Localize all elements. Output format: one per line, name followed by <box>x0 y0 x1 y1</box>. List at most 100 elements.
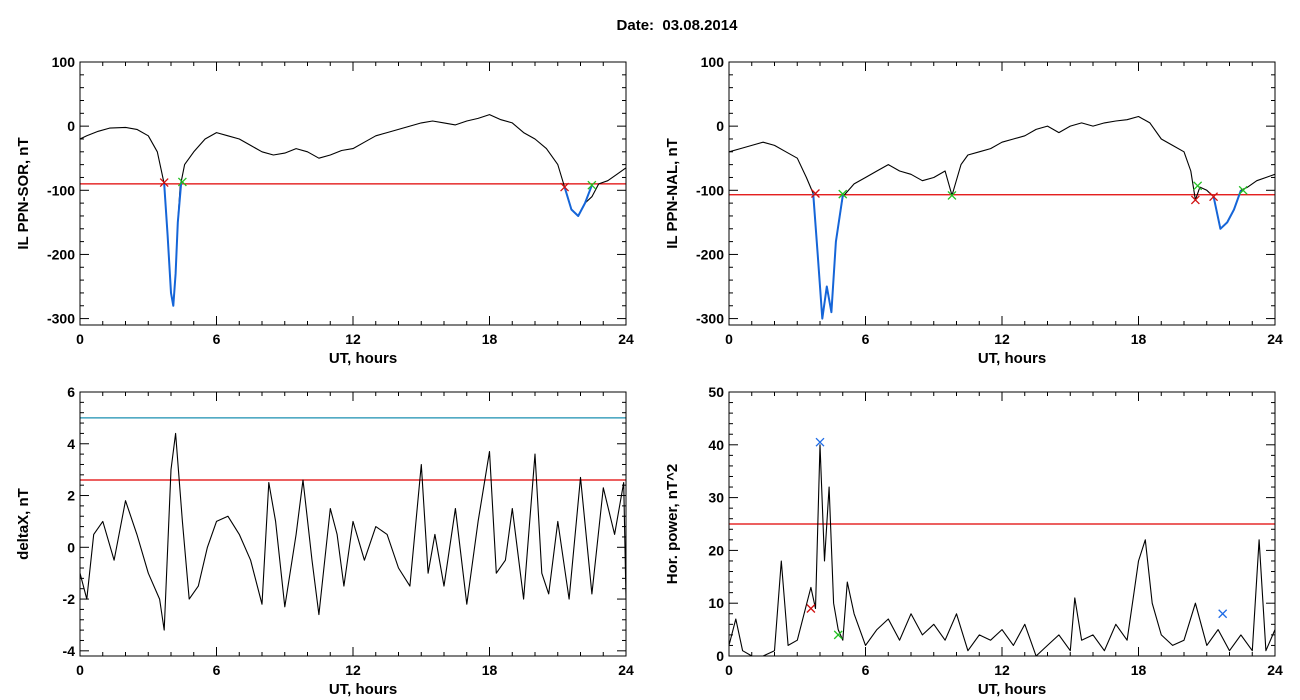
chart-panel-nal: 0 6 12 18 24 -300 -200 -100 0 100 UT, hours IL PPN-… <box>664 54 1283 367</box>
highlight-segment-2 <box>563 184 593 217</box>
y-tick-label: 4 <box>67 436 75 452</box>
y-axis-label: IL PPN-NAL, nT <box>664 138 681 249</box>
page-title: Date: 03.08.2014 <box>616 17 738 34</box>
x-tick-label: 12 <box>345 331 361 347</box>
y-tick-label: -300 <box>696 311 724 327</box>
highlight-segment-2 <box>1212 189 1242 230</box>
x-tick-label: 18 <box>1131 331 1147 347</box>
event-marker-peak-4 <box>1218 609 1228 619</box>
event-marker-end-7 <box>1238 185 1248 195</box>
y-tick-label: 50 <box>708 384 724 400</box>
series-line-signal <box>80 432 626 631</box>
x-tick-label: 6 <box>213 331 221 347</box>
y-tick-label: 0 <box>67 539 75 555</box>
marker-stroke-b <box>815 437 825 447</box>
y-tick-label: 0 <box>67 118 75 134</box>
plot-frame <box>728 61 1276 326</box>
marker-stroke-b <box>1209 192 1219 202</box>
y-tick-label: 30 <box>708 490 724 506</box>
event-marker-end-4 <box>587 180 597 190</box>
y-tick-label: 0 <box>716 648 724 664</box>
marker-stroke-b <box>587 180 597 190</box>
highlight-segment-1 <box>163 182 183 307</box>
y-tick-label: 10 <box>708 595 724 611</box>
event-marker-end-2 <box>177 177 187 187</box>
x-tick-label: 18 <box>1131 662 1147 678</box>
event-marker-end-5 <box>1193 181 1203 191</box>
event-marker-start-1 <box>806 604 816 613</box>
series-line-signal <box>729 115 1275 320</box>
y-tick-label: 20 <box>708 542 724 558</box>
x-axis-label: UT, hours <box>329 350 397 367</box>
marker-stroke-b <box>1218 609 1228 619</box>
marker-stroke-b <box>177 177 187 187</box>
y-tick-label: 6 <box>67 384 75 400</box>
x-tick-label: 6 <box>862 662 870 678</box>
y-tick-label: 40 <box>708 437 724 453</box>
event-marker-start-4 <box>1190 195 1200 205</box>
marker-stroke-b <box>1190 195 1200 205</box>
marker-stroke-b <box>947 190 957 200</box>
series-group <box>80 432 626 631</box>
x-axis-label: UT, hours <box>329 681 397 698</box>
x-axis-label: UT, hours <box>978 350 1046 367</box>
x-tick-label: 12 <box>345 662 361 678</box>
event-marker-start-3 <box>560 182 570 192</box>
marker-stroke-b <box>806 604 816 613</box>
x-tick-label: 0 <box>76 662 84 678</box>
y-axis-label: deltaX, nT <box>15 488 32 560</box>
plot-frame <box>79 61 627 326</box>
event-marker-peak-2 <box>815 437 825 447</box>
x-tick-label: 6 <box>213 662 221 678</box>
y-tick-label: -200 <box>47 246 75 262</box>
marker-stroke-b <box>1193 181 1203 191</box>
x-tick-label: 24 <box>618 331 634 347</box>
chart-panel-hpower: 0 6 12 18 24 0 10 20 30 40 50 UT, hours Hor. power, … <box>664 384 1283 698</box>
y-tick-label: -4 <box>63 643 76 659</box>
y-tick-label: -300 <box>47 311 75 327</box>
marker-stroke-b <box>1238 185 1248 195</box>
chart-panel-sor: 0 6 12 18 24 -300 -200 -100 0 100 UT, hours IL PPN-… <box>15 54 634 367</box>
highlight-segment-1 <box>812 193 844 320</box>
y-axis-label: IL PPN-SOR, nT <box>15 137 32 249</box>
x-tick-label: 24 <box>618 662 634 678</box>
x-tick-label: 0 <box>76 331 84 347</box>
y-tick-label: -100 <box>696 182 724 198</box>
y-tick-label: -100 <box>47 182 75 198</box>
y-tick-label: 100 <box>701 54 725 70</box>
x-tick-label: 12 <box>994 331 1010 347</box>
series-line-signal <box>729 444 1275 656</box>
event-marker-start-1 <box>810 189 820 198</box>
x-tick-label: 0 <box>725 662 733 678</box>
y-tick-label: -2 <box>63 591 76 607</box>
x-tick-label: 18 <box>482 331 498 347</box>
marker-stroke-b <box>560 182 570 192</box>
marker-stroke-b <box>833 630 843 640</box>
x-tick-label: 24 <box>1267 662 1283 678</box>
x-axis-label: UT, hours <box>978 681 1046 698</box>
x-tick-label: 0 <box>725 331 733 347</box>
series-group <box>729 444 1275 656</box>
series-line-signal <box>80 114 626 307</box>
x-tick-label: 6 <box>862 331 870 347</box>
series-group <box>80 114 626 307</box>
marker-stroke-b <box>810 189 820 198</box>
event-marker-end-2 <box>838 189 848 199</box>
event-marker-start-1 <box>159 178 169 188</box>
x-tick-label: 12 <box>994 662 1010 678</box>
series-group <box>729 115 1275 320</box>
y-tick-label: -200 <box>696 246 724 262</box>
event-marker-end-3 <box>833 630 843 640</box>
marker-stroke-b <box>838 189 848 199</box>
y-tick-label: 2 <box>67 488 75 504</box>
event-marker-end-3 <box>947 190 957 200</box>
x-tick-label: 18 <box>482 662 498 678</box>
y-axis-label: Hor. power, nT^2 <box>664 464 681 584</box>
event-marker-start-6 <box>1209 192 1219 202</box>
y-tick-label: 0 <box>716 118 724 134</box>
marker-stroke-b <box>159 178 169 188</box>
y-tick-label: 100 <box>52 54 76 70</box>
x-tick-label: 24 <box>1267 331 1283 347</box>
